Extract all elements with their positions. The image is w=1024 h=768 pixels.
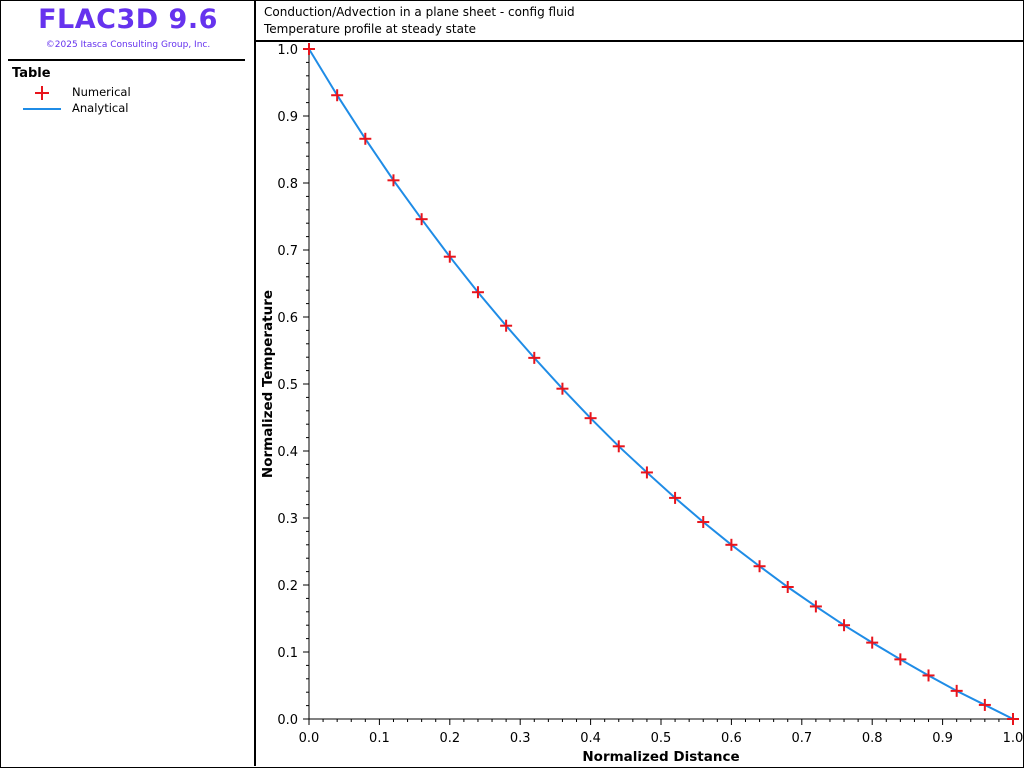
x-tick-label: 0.6 [721,731,742,746]
x-tick-label: 0.3 [510,731,531,746]
y-tick-label: 0.2 [277,579,298,594]
x-tick-label: 0.1 [369,731,390,746]
data-point-numerical [528,351,541,364]
legend-panel: FLAC3D 9.6 ©2025 Itasca Consulting Group… [0,0,256,766]
data-point-numerical [640,466,653,479]
data-point-numerical [725,538,738,551]
data-point-numerical [697,516,710,529]
divider [8,59,245,61]
y-tick-label: 0.4 [277,445,298,460]
y-tick-label: 0.7 [277,244,298,259]
y-tick-label: 0.6 [277,311,298,326]
data-point-numerical [331,89,344,102]
data-point-numerical [781,581,794,594]
data-point-numerical [612,440,625,453]
y-tick-label: 0.1 [277,646,298,661]
y-tick-label: 0.9 [277,110,298,125]
axes: 0.0 0.1 0.2 0.3 0.4 0.5 0.6 0.7 0.8 0.9 1.0 0.0 0.1 0… [260,43,1023,765]
data-point-numerical [978,698,991,711]
data-point-numerical [950,684,963,697]
data-point-numerical [809,600,822,613]
data-point-numerical [669,491,682,504]
data-point-numerical [359,132,372,145]
plus-marker-icon [35,86,49,100]
legend-label-numerical: Numerical [72,85,131,99]
y-tick-label: 0.5 [277,378,298,393]
data-point-numerical [922,669,935,682]
x-tick-label: 0.7 [791,731,812,746]
y-axis-title: Normalized Temperature [260,290,276,478]
data-point-numerical [471,286,484,299]
data-point-numerical [1007,713,1019,725]
x-axis-title: Normalized Distance [582,749,739,765]
data-point-numerical [556,382,569,395]
x-tick-label: 0.9 [932,731,953,746]
x-tick-label: 0.0 [299,731,320,746]
x-tick-label: 0.8 [862,731,883,746]
data-point-numerical [866,636,879,649]
x-tick-label: 0.5 [651,731,672,746]
y-tick-label: 1.0 [277,43,298,58]
chart-title: Conduction/Advection in a plane sheet - … [264,5,575,19]
legend-item-numerical[interactable]: Numerical [20,84,240,100]
series-line-analytical [308,48,1014,720]
chart-subtitle: Temperature profile at steady state [264,22,477,36]
legend-label-analytical: Analytical [72,101,129,115]
y-tick-label: 0.0 [277,713,298,728]
data-point-numerical [838,619,851,632]
y-tick-label: 0.8 [277,177,298,192]
data-point-numerical [415,213,428,226]
plot-area: 0.0 0.1 0.2 0.3 0.4 0.5 0.6 0.7 0.8 0.9 1.0 0.0 0.1 0… [260,43,1023,765]
legend-heading: Table [12,66,51,81]
data-point-numerical [303,43,315,55]
x-tick-label: 1.0 [1003,731,1023,746]
chart-header: Conduction/Advection in a plane sheet - … [256,0,1023,42]
series-layer [303,43,1019,725]
copyright-notice: ©2025 Itasca Consulting Group, Inc. [45,40,211,50]
data-point-numerical [894,653,907,666]
x-tick-label: 0.4 [580,731,601,746]
data-point-numerical [584,412,597,425]
data-point-numerical [387,174,400,187]
data-point-numerical [443,250,456,263]
data-point-numerical [500,319,513,332]
legend-item-analytical[interactable]: Analytical [20,100,240,116]
y-tick-label: 0.3 [277,512,298,527]
line-marker-icon [23,108,61,110]
data-point-numerical [753,560,766,573]
app-title: FLAC3D 9.6 [38,4,218,35]
x-tick-label: 0.2 [439,731,460,746]
